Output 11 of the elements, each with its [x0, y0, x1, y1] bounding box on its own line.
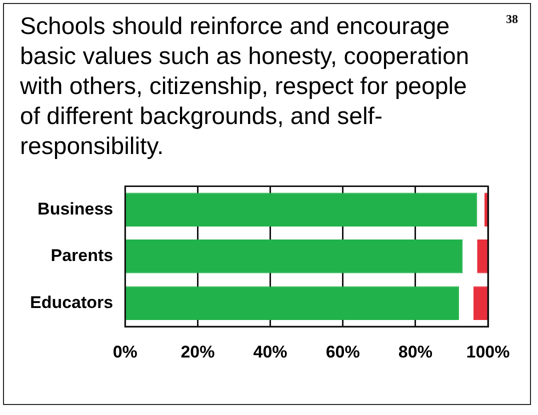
y-tick-label: Parents: [50, 246, 114, 266]
x-tick-label: 0%: [112, 342, 138, 362]
x-tick-label: 100%: [466, 342, 510, 362]
chart-title: Schools should reinforce and encourage basic values such as honesty, cooperation with others, citizenship, respect for people of different backgrounds, and self-responsibility.: [20, 12, 470, 162]
x-tick-label: 20%: [180, 342, 215, 362]
y-tick-label: Business: [38, 199, 114, 218]
x-tick-label: 60%: [326, 342, 360, 362]
x-tick-label: 40%: [253, 342, 288, 362]
x-tick-label: 80%: [398, 342, 432, 362]
text: 38: [506, 12, 518, 27]
y-tick-label: Educators: [30, 292, 114, 312]
